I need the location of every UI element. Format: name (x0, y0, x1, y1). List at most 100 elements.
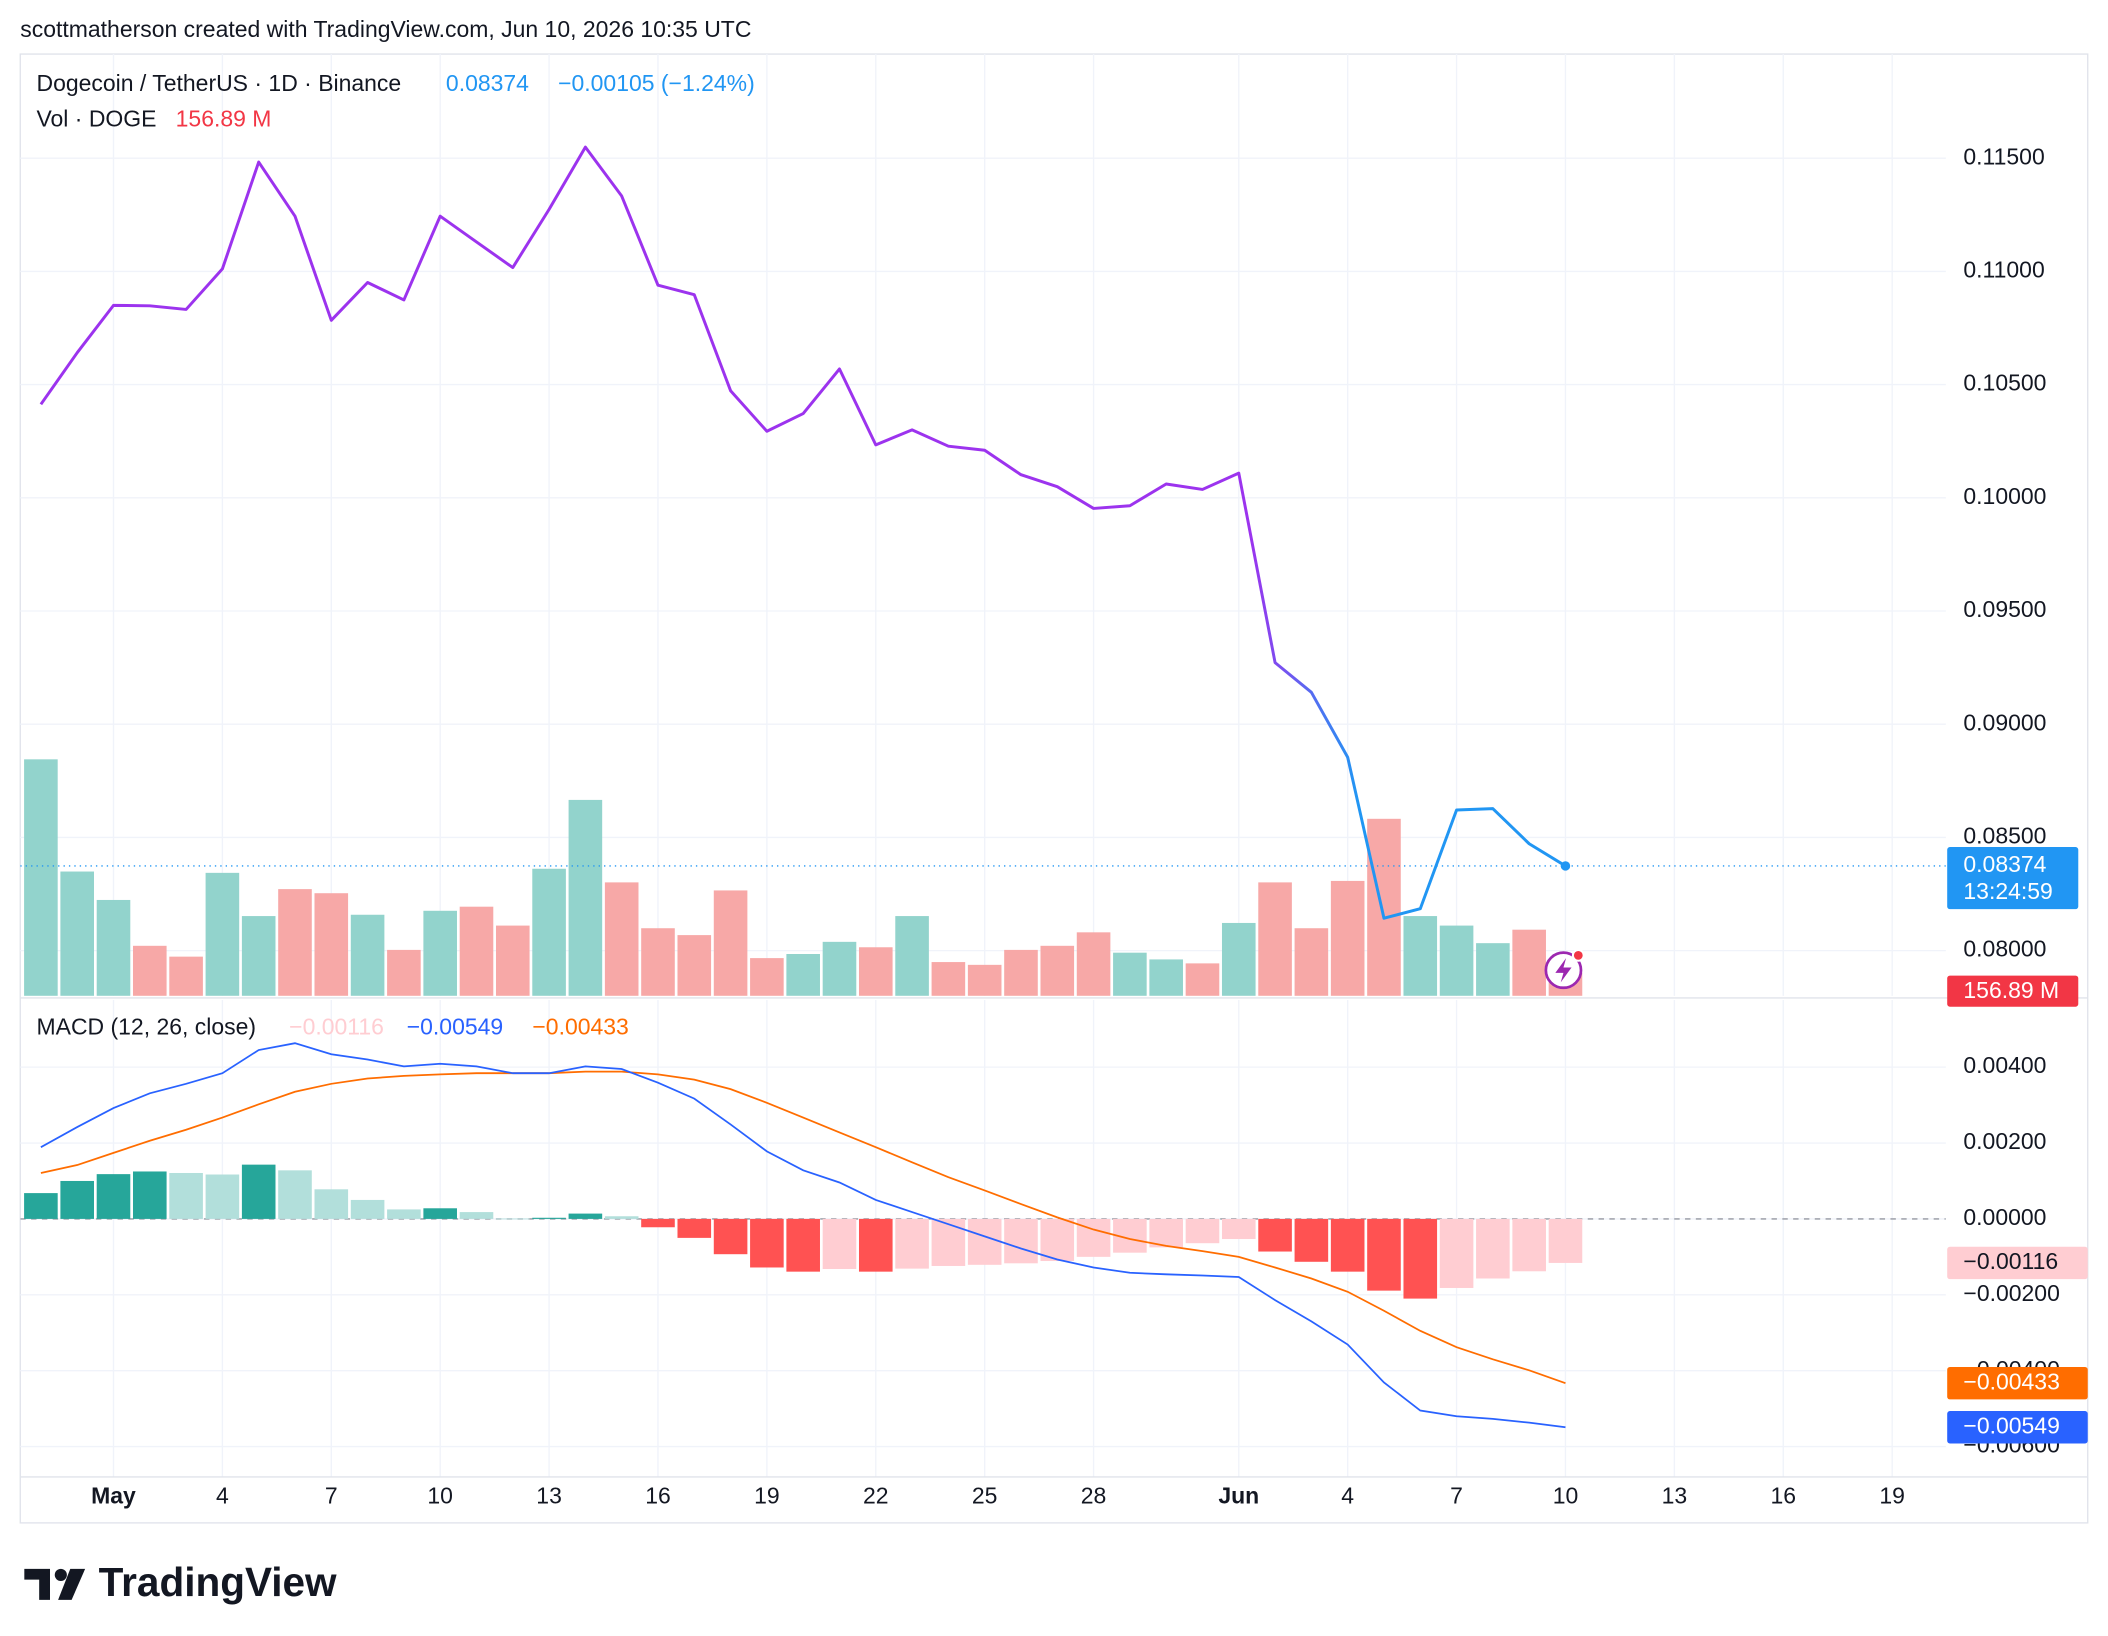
alert-icon[interactable] (1544, 948, 1585, 990)
histogram-bar (314, 1189, 349, 1219)
histogram-bar (169, 1172, 203, 1219)
price-change: −0.00105 (−1.24%) (558, 70, 755, 96)
histogram-bar (1149, 1218, 1183, 1248)
macd-pane (20, 1042, 1946, 1429)
volume-bar (931, 962, 966, 996)
histogram-bar (1403, 1218, 1438, 1299)
x-tick-label: May (91, 1482, 136, 1508)
volume-bar (786, 954, 820, 996)
volume-bar (641, 928, 675, 996)
volume-bar (350, 914, 385, 996)
volume-bar (387, 949, 421, 996)
macd-title: MACD (12, 26, close) (36, 1013, 256, 1039)
macd-box (1947, 1411, 2088, 1444)
volume-bar (822, 941, 857, 996)
histogram-bar (1367, 1218, 1401, 1291)
histogram-bar (495, 1218, 530, 1220)
volume-bar (895, 916, 929, 996)
volume-bar (1258, 882, 1292, 996)
volume-bar (1040, 945, 1075, 996)
volume-bar (132, 945, 167, 996)
x-tick-label: 10 (427, 1482, 453, 1508)
x-tick-label: 19 (754, 1482, 780, 1508)
histogram-bar (278, 1170, 312, 1219)
volume-bar (1076, 932, 1111, 996)
volume-bar (459, 906, 494, 996)
histogram-bar (713, 1218, 748, 1255)
axes: May 4 7 10 13 16 19 22 25 28 Jun 4 7 10 13 16 19 0.08000 0… (91, 143, 2060, 1508)
histogram-bar (1330, 1218, 1365, 1272)
histogram-bar (1004, 1218, 1038, 1264)
histogram-bar (750, 1218, 784, 1268)
histogram-bar (822, 1218, 857, 1269)
price-box-value: 0.08374 (1963, 851, 2046, 877)
histogram-bar (1040, 1218, 1075, 1262)
volume-bar (677, 935, 712, 996)
last-price: 0.08374 (446, 70, 529, 96)
volume-bar (858, 947, 893, 996)
x-tick-label: 4 (216, 1482, 229, 1508)
histogram-bar (350, 1199, 385, 1219)
macd-box-label: −0.00549 (1963, 1412, 2059, 1438)
volume-bar (1439, 925, 1474, 996)
volume-bar (314, 893, 349, 996)
volume-bar (1476, 943, 1510, 996)
y-tick-label: 0.08000 (1963, 936, 2046, 962)
price-box (1947, 847, 2079, 910)
volume-bar (713, 890, 748, 996)
histogram-bar (1476, 1218, 1510, 1279)
histogram-bar (24, 1193, 58, 1219)
histogram-bar (532, 1217, 566, 1219)
price-box-countdown: 13:24:59 (1963, 878, 2052, 904)
y-tick-label: −0.00200 (1963, 1280, 2059, 1306)
histogram-bar (60, 1180, 94, 1219)
x-tick-label: Jun (1218, 1482, 1259, 1508)
histogram-bar (241, 1164, 276, 1219)
price-line (39, 145, 1567, 920)
volume-bar (1113, 952, 1147, 996)
volume-bar (1221, 922, 1256, 996)
x-tick-label: 10 (1553, 1482, 1579, 1508)
y-tick-label: 0.11000 (1963, 256, 2044, 282)
histogram-bar (1439, 1218, 1474, 1288)
volume-bar (205, 872, 240, 996)
volume-bar (1004, 949, 1038, 996)
histogram-box-label: −0.00116 (1963, 1248, 2058, 1274)
volume-bar (532, 868, 566, 996)
macd-hist-last: −0.00116 (289, 1013, 384, 1039)
last-point (1560, 861, 1571, 871)
histogram-bar (931, 1218, 966, 1266)
volume-bar (1185, 963, 1220, 996)
histogram-bar (1512, 1218, 1546, 1272)
histogram-bar (641, 1218, 675, 1228)
signal-box-label: −0.00433 (1963, 1368, 2059, 1394)
histogram-bar (1185, 1218, 1220, 1244)
volume-bar (1330, 880, 1365, 996)
x-tick-label: 16 (1770, 1482, 1796, 1508)
histogram-bar (423, 1208, 457, 1219)
volume-box (1947, 975, 2079, 1007)
volume-bar (495, 925, 530, 996)
histogram-box (1947, 1246, 2088, 1280)
histogram-bar (967, 1218, 1002, 1265)
histogram-bar (96, 1174, 131, 1219)
y-tick-label: 0.08500 (1963, 822, 2046, 848)
x-tick-label: 13 (536, 1482, 562, 1508)
volume-bar (423, 910, 457, 996)
volume-title: Vol · DOGE (36, 105, 156, 131)
volume-bar (967, 964, 1002, 996)
x-tick-label: 7 (325, 1482, 338, 1508)
grid (20, 54, 1946, 1477)
x-tick-label: 4 (1341, 1482, 1354, 1508)
histogram-bar (387, 1209, 421, 1219)
volume-bar (169, 956, 203, 996)
volume-bar (24, 759, 58, 996)
frame (19, 53, 2089, 1524)
x-tick-label: 16 (645, 1482, 671, 1508)
macd-line (40, 1042, 1566, 1429)
volume-bar (1512, 929, 1546, 996)
y-tick-label: 0.00200 (1963, 1128, 2046, 1154)
